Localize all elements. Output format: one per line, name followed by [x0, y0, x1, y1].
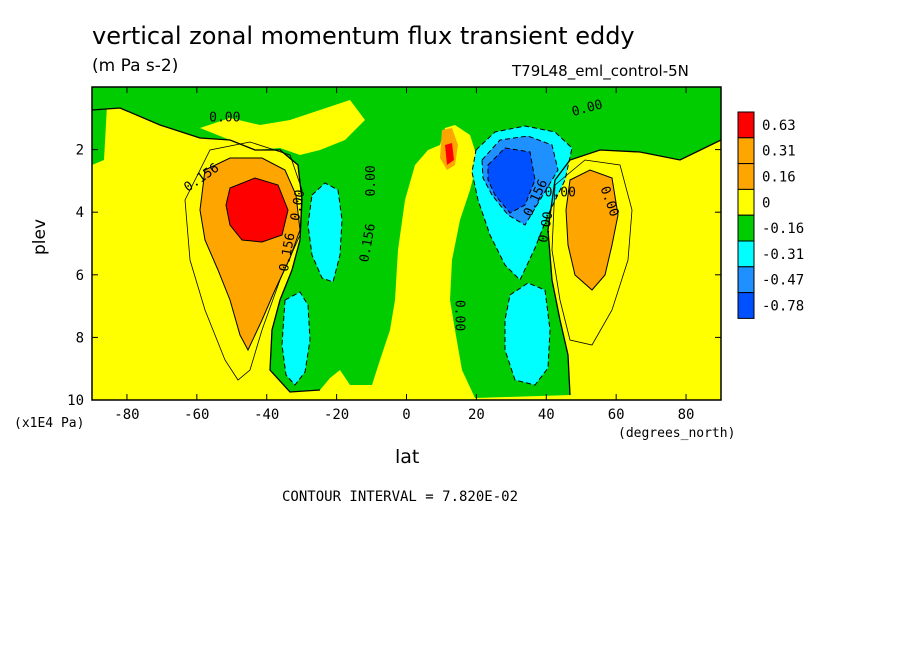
- sh-cyan-lower: [282, 292, 310, 385]
- x-tick-label: -80: [114, 407, 139, 423]
- y-axis-units: (x1E4 Pa): [14, 416, 85, 431]
- y-tick-label: 10: [67, 393, 84, 409]
- legend-label: 0.31: [762, 144, 796, 160]
- x-tick-label: 80: [678, 407, 695, 423]
- contour-line: [199, 157, 301, 352]
- x-tick-label: 40: [538, 407, 555, 423]
- y-tick-label: 4: [76, 205, 84, 221]
- contour-label: 0.156: [357, 222, 379, 263]
- contour-line: [92, 107, 321, 393]
- contour-line: [307, 182, 343, 283]
- x-tick-label: -20: [324, 407, 349, 423]
- contour-lines: [92, 107, 721, 396]
- legend-label: -0.78: [762, 299, 804, 315]
- y-tick-label: 6: [76, 268, 84, 284]
- legend-swatch: [737, 111, 755, 139]
- y-tick-label: 8: [76, 330, 84, 346]
- legend-label: -0.47: [762, 273, 804, 289]
- legend-swatch: [737, 214, 755, 242]
- x-axis-units: (degrees_north): [618, 426, 736, 441]
- contour-label: 0.00: [209, 110, 240, 125]
- legend-swatch: [737, 266, 755, 294]
- run-id: T79L48_eml_control-5N: [512, 62, 689, 80]
- contour-line: [551, 159, 633, 346]
- legend-label: 0.63: [762, 118, 796, 134]
- contour-line: [565, 169, 619, 291]
- x-tick-label: -40: [254, 407, 279, 423]
- contour-interval: CONTOUR INTERVAL = 7.820E-02: [282, 489, 519, 505]
- negative-left-edge: [92, 87, 108, 165]
- nh-orange-region: [566, 170, 618, 290]
- legend-label: -0.16: [762, 221, 804, 237]
- legend-swatch: [737, 163, 755, 190]
- legend-swatch: [737, 240, 755, 268]
- x-tick-label: 20: [468, 407, 485, 423]
- chart-units: (m Pa s-2): [92, 56, 179, 76]
- sh-red-max: [226, 178, 288, 242]
- legend-label: 0.16: [762, 170, 796, 186]
- contour-line: [547, 139, 721, 396]
- nh-darkblue-min: [488, 148, 535, 213]
- positive-tongue-top: [200, 100, 365, 155]
- x-axis-label: lat: [395, 446, 420, 468]
- eq-red: [445, 143, 454, 165]
- nh-cyan-lower: [505, 283, 550, 385]
- contour-line: [184, 141, 303, 381]
- contour-label: 0.156: [277, 232, 299, 273]
- contour-label: 0.00: [536, 211, 556, 244]
- x-tick-label: -60: [184, 407, 209, 423]
- contour-label: 0.00: [364, 165, 379, 196]
- legend-swatch: [737, 137, 755, 165]
- shaded-field: [92, 87, 721, 400]
- contour-line: [281, 291, 311, 386]
- y-tick-label: 2: [76, 143, 84, 159]
- contour-line: [487, 147, 536, 214]
- chart-title: vertical zonal momentum flux transient e…: [92, 22, 635, 50]
- sh-cyan-upper: [308, 183, 342, 282]
- legend-swatch: [737, 188, 755, 216]
- legend-label: 0: [762, 195, 770, 211]
- contour-label: 0.00: [288, 189, 308, 222]
- contour-line: [225, 177, 289, 243]
- legend-label: -0.31: [762, 247, 804, 263]
- x-tick-label: 0: [402, 407, 410, 423]
- x-tick-label: 60: [608, 407, 625, 423]
- contour-line: [504, 282, 551, 386]
- legend-swatch: [737, 292, 755, 319]
- contour-label: 0.00: [545, 186, 576, 201]
- legend: 0.63 0.31 0.16 0 -0.16 -0.31 -0.47 -0.78: [737, 111, 804, 319]
- contour-label: 0.00: [451, 300, 466, 331]
- axes: -80 -60 -40 -20 0 20 40 60 80 2 4 6 8 10: [67, 87, 721, 423]
- contour-line: [471, 125, 573, 281]
